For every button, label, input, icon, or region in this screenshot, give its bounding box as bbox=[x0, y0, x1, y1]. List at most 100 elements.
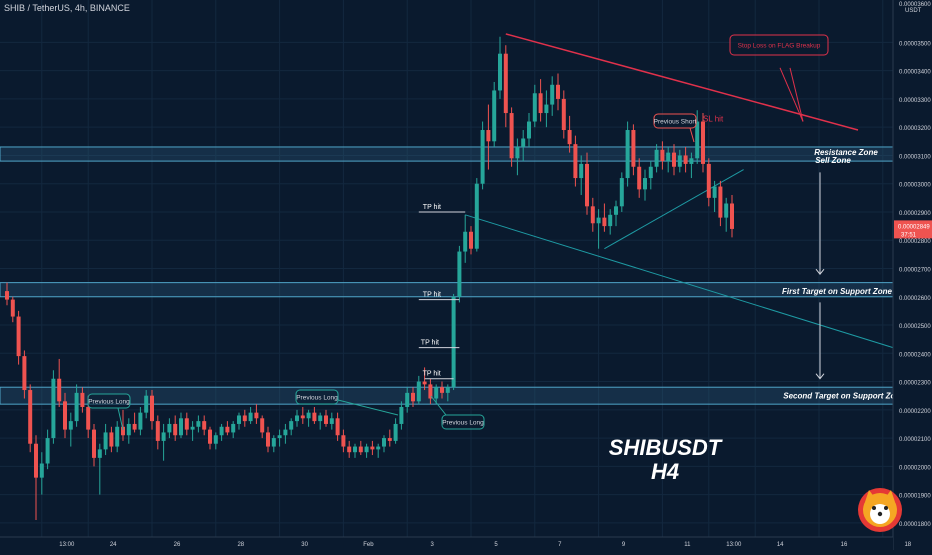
candle-body bbox=[80, 392, 85, 407]
candle-body bbox=[121, 426, 125, 436]
candle-body bbox=[341, 435, 346, 447]
previous-long-2-label: Previous Long bbox=[296, 395, 338, 402]
candle-body bbox=[103, 432, 108, 450]
candle-body bbox=[457, 251, 462, 297]
time-tick-label: 13:00 bbox=[59, 542, 75, 548]
time-tick-label: 5 bbox=[494, 542, 498, 548]
time-tick-label: 26 bbox=[174, 542, 181, 548]
lower-channel-line bbox=[465, 214, 894, 349]
candle-body bbox=[266, 432, 270, 447]
candle-body bbox=[155, 421, 160, 441]
currency-label: USDT bbox=[905, 8, 922, 14]
candle-body bbox=[68, 421, 73, 430]
candle-body bbox=[138, 412, 143, 430]
candle-body bbox=[22, 356, 27, 391]
candles bbox=[5, 36, 734, 521]
candle-body bbox=[179, 418, 183, 436]
candle-body bbox=[695, 121, 700, 159]
candle-body bbox=[492, 90, 497, 142]
candle-body bbox=[509, 113, 514, 159]
first-target-label: First Target on Support Zone bbox=[782, 287, 892, 296]
stop-loss-pointer-a bbox=[779, 67, 804, 122]
candle-body bbox=[295, 415, 299, 422]
candle-body bbox=[109, 432, 114, 447]
tp-hit-label: TP hit bbox=[423, 204, 441, 211]
watermark-line1: SHIBUSDT bbox=[608, 435, 722, 460]
target-arrow-2-head bbox=[815, 373, 825, 380]
candle-body bbox=[666, 152, 671, 162]
candle-body bbox=[289, 421, 294, 430]
candle-body bbox=[585, 163, 589, 207]
price-tick-label: 0.00002100 bbox=[899, 437, 931, 443]
candle-body bbox=[718, 186, 723, 218]
candle-body bbox=[51, 378, 56, 439]
candle-body bbox=[660, 149, 665, 162]
time-tick-label: 11 bbox=[684, 542, 691, 548]
price-tick-label: 0.00002700 bbox=[899, 268, 931, 274]
candle-body bbox=[150, 395, 154, 422]
grid bbox=[0, 0, 924, 537]
candle-body bbox=[556, 84, 560, 99]
resistance-zone bbox=[0, 146, 894, 162]
tp-hit-label: TP hit bbox=[423, 292, 441, 299]
previous-long-1-pointer bbox=[117, 407, 124, 431]
candle-body bbox=[619, 178, 624, 207]
logo-eye-left bbox=[872, 506, 876, 510]
candle-body bbox=[428, 384, 433, 399]
candle-body bbox=[248, 412, 253, 422]
candle-body bbox=[382, 438, 386, 447]
candle-body bbox=[370, 446, 375, 450]
symbol-legend[interactable]: SHIB / TetherUS, 4h, BINANCE bbox=[4, 3, 130, 13]
sell-zone-label: Sell Zone bbox=[815, 156, 851, 165]
candle-body bbox=[701, 121, 705, 164]
candle-body bbox=[625, 130, 630, 179]
time-tick-label: 7 bbox=[558, 542, 562, 548]
candle-body bbox=[5, 291, 9, 300]
candle-body bbox=[184, 418, 189, 430]
candle-body bbox=[486, 130, 491, 142]
candle-body bbox=[579, 163, 584, 179]
candle-body bbox=[643, 178, 647, 190]
watermark-title: SHIBUSDT H4 bbox=[600, 436, 730, 484]
last-price-badge bbox=[894, 220, 932, 239]
stop-loss-box bbox=[729, 34, 829, 56]
candle-body bbox=[97, 449, 102, 458]
symbol-text[interactable]: SHIB / TetherUS, 4h, BINANCE bbox=[4, 3, 130, 13]
candle-body bbox=[335, 418, 340, 436]
candle-body bbox=[602, 217, 607, 227]
candle-body bbox=[498, 53, 502, 91]
candle-body bbox=[648, 166, 653, 179]
candle-body bbox=[399, 406, 404, 424]
price-tick-label: 0.00002400 bbox=[899, 352, 931, 358]
candle-body bbox=[92, 429, 96, 458]
price-tick-label: 0.00003500 bbox=[899, 41, 931, 47]
candle-body bbox=[376, 446, 381, 450]
stop-loss-label: Stop Loss on FLAG Breakup bbox=[738, 43, 821, 50]
second-target-label: Second Target on Support Zone bbox=[783, 392, 905, 401]
candle-body bbox=[300, 415, 305, 419]
candle-body bbox=[440, 387, 444, 393]
candle-body bbox=[358, 446, 363, 453]
price-axis-background bbox=[893, 0, 932, 550]
candle-body bbox=[393, 423, 398, 441]
candle-body bbox=[451, 296, 456, 388]
sl-hit-label: SL hit bbox=[703, 115, 724, 124]
candle-body bbox=[515, 146, 520, 159]
time-tick-label: 16 bbox=[841, 542, 848, 548]
candle-body bbox=[614, 206, 618, 215]
candle-body bbox=[86, 406, 91, 430]
price-tick-label: 0.00003200 bbox=[899, 126, 931, 132]
candle-body bbox=[353, 446, 357, 453]
time-tick-label: 18 bbox=[904, 542, 911, 548]
previous-long-1-box bbox=[87, 393, 131, 409]
candle-body bbox=[474, 183, 479, 249]
candle-body bbox=[480, 130, 485, 184]
candle-body bbox=[654, 149, 659, 167]
candle-body bbox=[196, 421, 201, 427]
candle-body bbox=[411, 392, 415, 402]
price-tick-label-top: 0.00003600 bbox=[899, 2, 931, 8]
candle-body bbox=[318, 415, 323, 422]
candle-body bbox=[689, 158, 694, 164]
